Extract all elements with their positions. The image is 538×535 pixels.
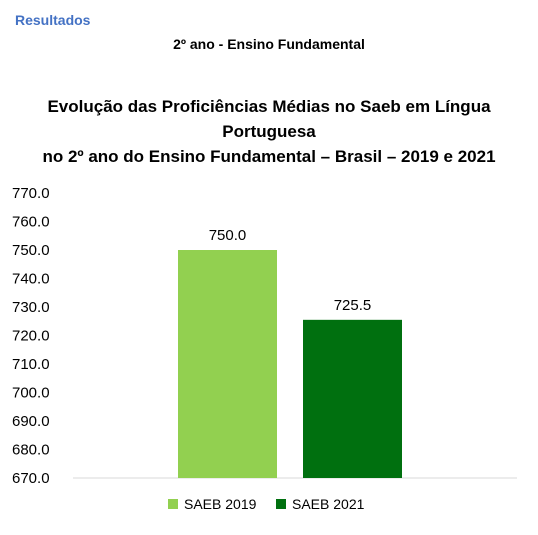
data-label: 725.5 — [334, 297, 372, 314]
y-tick-label: 760.0 — [12, 214, 50, 231]
data-label: 750.0 — [209, 227, 247, 244]
bar-saeb-2021 — [303, 319, 402, 478]
y-tick-label: 770.0 — [12, 185, 50, 202]
chart-title-line-2: no 2º ano do Ensino Fundamental – Brasil… — [42, 147, 496, 166]
y-tick-label: 740.0 — [12, 271, 50, 288]
y-tick-label: 690.0 — [12, 413, 50, 430]
legend-swatch — [276, 499, 286, 509]
y-tick-label: 730.0 — [12, 299, 50, 316]
chart-title: Evolução das Proficiências Médias no Sae… — [0, 94, 538, 169]
section-label: Resultados — [15, 12, 91, 28]
y-tick-label: 750.0 — [12, 242, 50, 259]
legend-label: SAEB 2021 — [292, 496, 365, 512]
legend-label: SAEB 2019 — [184, 496, 257, 512]
y-tick-label: 700.0 — [12, 385, 50, 402]
y-tick-label: 720.0 — [12, 328, 50, 345]
legend-swatch — [168, 499, 178, 509]
y-tick-label: 710.0 — [12, 356, 50, 373]
page-subtitle: 2º ano - Ensino Fundamental — [173, 36, 365, 52]
chart-title-line-1: Evolução das Proficiências Médias no Sae… — [47, 97, 491, 141]
y-tick-label: 670.0 — [12, 470, 50, 487]
bar-saeb-2019 — [178, 250, 277, 478]
y-tick-label: 680.0 — [12, 442, 50, 459]
